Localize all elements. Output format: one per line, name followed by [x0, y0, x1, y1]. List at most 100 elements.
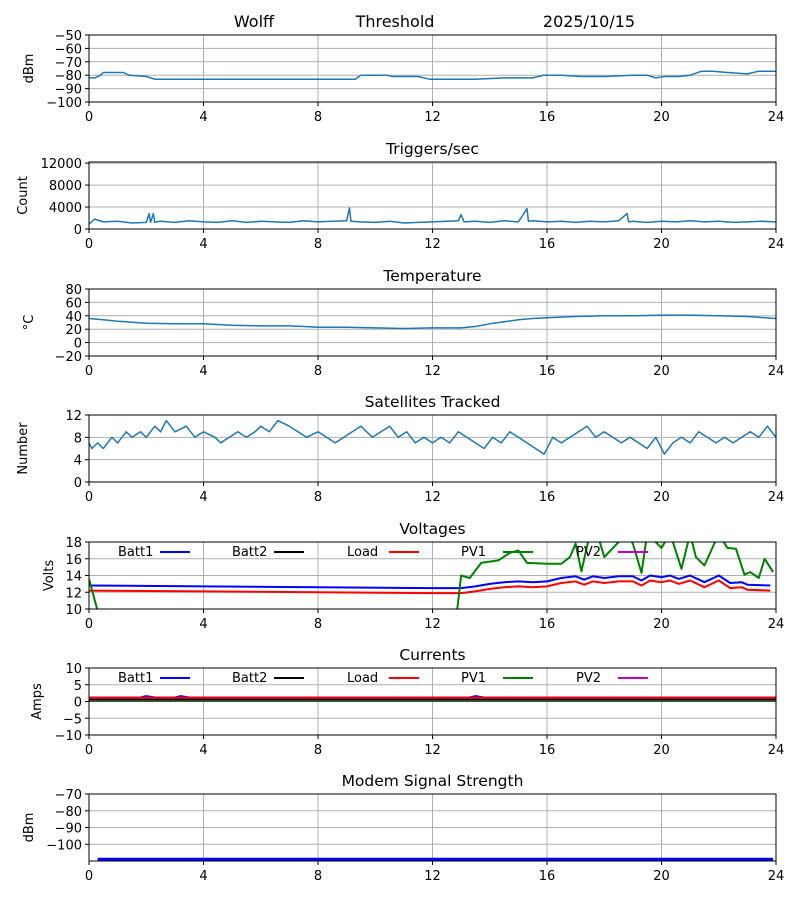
y-tick-label: 14	[65, 570, 82, 585]
y-tick-label: −80	[55, 805, 82, 820]
subplot-title: Satellites Tracked	[365, 393, 501, 411]
legend-label-batt1: Batt1	[118, 671, 153, 686]
legend-label-batt2: Batt2	[232, 671, 267, 686]
axes-frame	[88, 288, 777, 357]
legend-label-pv2: PV2	[576, 545, 601, 560]
x-tick-label: 24	[768, 869, 785, 884]
y-tick-label: 10	[65, 603, 82, 618]
x-tick-label: 16	[539, 490, 556, 505]
y-tick-label: 8	[74, 431, 82, 446]
y-tick-label: 0	[74, 696, 82, 711]
legend-label-load: Load	[347, 545, 378, 560]
series-satellites	[89, 419, 776, 455]
x-tick-label: 4	[199, 237, 207, 252]
x-tick-label: 8	[314, 617, 322, 632]
y-tick-label: −60	[55, 42, 82, 57]
y-axis-label: Amps	[30, 683, 45, 720]
y-tick-label: −70	[55, 788, 82, 803]
x-tick-label: 12	[424, 364, 441, 379]
x-tick-label: 24	[768, 110, 785, 125]
y-tick-label: 20	[65, 323, 82, 338]
y-tick-label: 4000	[49, 201, 82, 216]
x-tick-label: 16	[539, 743, 556, 758]
y-tick-label: −80	[55, 69, 82, 84]
y-tick-label: 4	[74, 454, 82, 469]
subplot-6: 0 4 8 12 16 20 24 −100−90 −80 −70 Modem Signal Str…	[22, 772, 784, 884]
x-tick-label: 20	[653, 869, 670, 884]
x-tick-label: 12	[424, 869, 441, 884]
series-pv1	[89, 542, 774, 609]
legend-label-batt2: Batt2	[232, 545, 267, 560]
x-tick-label: 4	[199, 110, 207, 125]
header-label: Threshold	[355, 12, 435, 31]
x-tick-label: 0	[85, 237, 93, 252]
x-tick-label: 20	[653, 110, 670, 125]
y-axis-label: Number	[16, 422, 31, 475]
subplot-1: 0 4 8 12 16 20 24 0 4000 8000 12000 Triggers/sec Cou…	[16, 140, 784, 252]
x-tick-label: 8	[314, 237, 322, 252]
series-temperature	[89, 314, 776, 330]
legend-label-pv2: PV2	[576, 671, 601, 686]
y-tick-label: 0	[74, 476, 82, 491]
y-tick-label: −90	[55, 83, 82, 98]
x-tick-label: 0	[85, 617, 93, 632]
subplot-title: Voltages	[399, 520, 465, 538]
y-tick-label: −70	[55, 56, 82, 71]
y-tick-label: −100	[46, 838, 82, 853]
y-tick-label: 16	[65, 553, 82, 568]
y-tick-label: −100	[46, 96, 82, 111]
x-tick-label: 12	[424, 110, 441, 125]
y-tick-label: 18	[65, 536, 82, 551]
x-tick-label: 8	[314, 869, 322, 884]
y-tick-label: −90	[55, 822, 82, 837]
site-name: Wolff	[234, 12, 275, 31]
x-tick-label: 4	[199, 617, 207, 632]
legend-label-pv1: PV1	[461, 545, 486, 560]
x-tick-label: 4	[199, 364, 207, 379]
x-tick-label: 16	[539, 617, 556, 632]
x-tick-label: 20	[653, 743, 670, 758]
x-tick-label: 0	[85, 110, 93, 125]
x-tick-label: 12	[424, 490, 441, 505]
legend-label-batt1: Batt1	[118, 545, 153, 560]
axes-frame	[88, 161, 777, 230]
x-tick-label: 0	[85, 869, 93, 884]
x-tick-label: 0	[85, 490, 93, 505]
x-tick-label: 24	[768, 237, 785, 252]
header-date: 2025/10/15	[543, 12, 635, 31]
series-load	[89, 579, 771, 595]
x-tick-label: 4	[199, 869, 207, 884]
x-tick-label: 16	[539, 364, 556, 379]
x-tick-label: 16	[539, 237, 556, 252]
series-batt1	[89, 574, 771, 590]
subplot-0: 0 4 8 12 16 20 24 −100−90−80−70−60−50 dBm	[22, 29, 784, 125]
subplot-title: Triggers/sec	[385, 140, 479, 158]
y-tick-label: −10	[55, 729, 82, 744]
y-axis-label: Count	[16, 176, 31, 215]
legend-label-load: Load	[347, 671, 378, 686]
subplot-title: Modem Signal Strength	[342, 772, 524, 790]
x-tick-label: 20	[653, 490, 670, 505]
y-tick-label: 60	[65, 296, 82, 311]
series-signal	[89, 70, 776, 80]
subplot-3: 0 4 8 12 16 20 24 0 4 8 12 Satellites Tracked Number	[16, 393, 784, 505]
x-tick-label: 8	[314, 743, 322, 758]
y-tick-label: 8000	[49, 179, 82, 194]
x-tick-label: 0	[85, 743, 93, 758]
x-tick-label: 16	[539, 869, 556, 884]
axes-frame	[88, 34, 777, 103]
x-tick-label: 8	[314, 364, 322, 379]
y-axis-label: dBm	[22, 54, 37, 84]
axes-frame	[88, 667, 777, 736]
y-axis-label: °C	[22, 315, 37, 331]
x-tick-label: 12	[424, 617, 441, 632]
y-tick-label: −5	[63, 712, 82, 727]
y-tick-label: 0	[74, 223, 82, 238]
y-axis-label: dBm	[22, 813, 37, 843]
y-tick-label: 0	[74, 337, 82, 352]
y-tick-label: 10	[65, 662, 82, 677]
